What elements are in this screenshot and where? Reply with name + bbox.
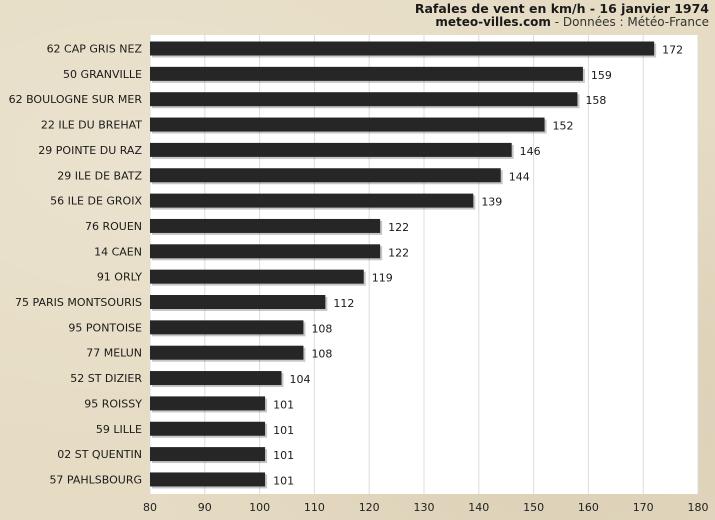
x-tick-label: 180 <box>688 501 709 514</box>
gridlines <box>149 35 699 494</box>
bar <box>150 66 583 81</box>
data-label: 104 <box>290 373 311 386</box>
data-label: 122 <box>388 221 409 234</box>
bar <box>150 269 364 284</box>
bar <box>150 371 282 386</box>
bar <box>150 168 501 183</box>
x-tick-label: 110 <box>304 501 325 514</box>
data-label: 101 <box>273 424 294 437</box>
category-label: 62 CAP GRIS NEZ <box>47 43 143 56</box>
x-tick-label: 130 <box>414 501 435 514</box>
bar <box>150 447 266 462</box>
bar <box>150 92 578 107</box>
category-label: 75 PARIS MONTSOURIS <box>15 296 142 309</box>
data-label: 108 <box>311 322 332 335</box>
bar <box>150 345 304 360</box>
bar <box>150 320 304 335</box>
data-label: 119 <box>372 272 393 285</box>
data-label: 108 <box>311 348 332 361</box>
bar <box>150 396 266 411</box>
x-axis-ticks: 80 90 100 110 120 130 140 150 160 170 180 <box>143 501 709 514</box>
bar <box>150 472 266 487</box>
category-label: 29 ILE DE BATZ <box>57 169 142 182</box>
category-label: 57 PAHLSBOURG <box>49 473 142 486</box>
category-label: 56 ILE DE GROIX <box>50 195 142 208</box>
bar <box>150 295 326 309</box>
data-label: 101 <box>273 449 294 462</box>
category-label: 95 PONTOISE <box>68 321 142 334</box>
category-label: 95 ROISSY <box>84 397 142 410</box>
data-label: 172 <box>662 44 683 57</box>
category-label: 14 CAEN <box>94 245 142 258</box>
x-tick-label: 90 <box>198 501 212 514</box>
x-tick-label: 140 <box>468 501 489 514</box>
x-tick-label: 80 <box>143 501 157 514</box>
source-site: meteo-villes.com <box>435 15 551 29</box>
category-label: 52 ST DIZIER <box>70 372 142 385</box>
chart-title: Rafales de vent en km/h - 16 janvier 197… <box>414 1 709 16</box>
bars <box>150 41 657 489</box>
x-tick-label: 100 <box>249 501 270 514</box>
data-label: 158 <box>585 94 606 107</box>
bar <box>150 193 474 208</box>
bar <box>150 218 381 233</box>
category-label: 77 MELUN <box>86 347 142 360</box>
bar <box>150 244 381 259</box>
data-label: 159 <box>591 69 612 82</box>
data-label: 101 <box>273 474 294 487</box>
x-tick-label: 170 <box>633 501 654 514</box>
source-credit: - Données : Météo-France <box>550 15 709 29</box>
category-label: 91 ORLY <box>97 271 142 284</box>
category-label: 59 LILLE <box>96 423 142 436</box>
data-label: 101 <box>273 398 294 411</box>
data-label: 112 <box>333 297 354 310</box>
x-tick-label: 120 <box>359 501 380 514</box>
category-label: 76 ROUEN <box>85 220 142 233</box>
bar <box>150 41 655 56</box>
category-label: 02 ST QUENTIN <box>57 448 142 461</box>
data-label: 139 <box>481 196 502 209</box>
data-label: 122 <box>388 246 409 259</box>
category-label: 62 BOULOGNE SUR MER <box>9 93 143 106</box>
x-tick-label: 160 <box>578 501 599 514</box>
chart-subtitle: meteo-villes.com - Données : Météo-Franc… <box>435 15 709 29</box>
category-label: 50 GRANVILLE <box>63 68 142 81</box>
category-label: 22 ILE DU BREHAT <box>41 119 142 132</box>
bar <box>150 421 266 436</box>
x-tick-label: 150 <box>523 501 544 514</box>
category-label: 29 POINTE DU RAZ <box>38 144 142 157</box>
bar <box>150 142 512 157</box>
value-labels: 1721591581521461441391221221191121081081… <box>273 44 683 488</box>
data-label: 146 <box>520 145 541 158</box>
data-label: 144 <box>509 170 530 183</box>
bar <box>150 117 545 132</box>
category-labels: 62 CAP GRIS NEZ 50 GRANVILLE 62 BOULOGNE S… <box>9 43 143 487</box>
data-label: 152 <box>553 120 574 133</box>
